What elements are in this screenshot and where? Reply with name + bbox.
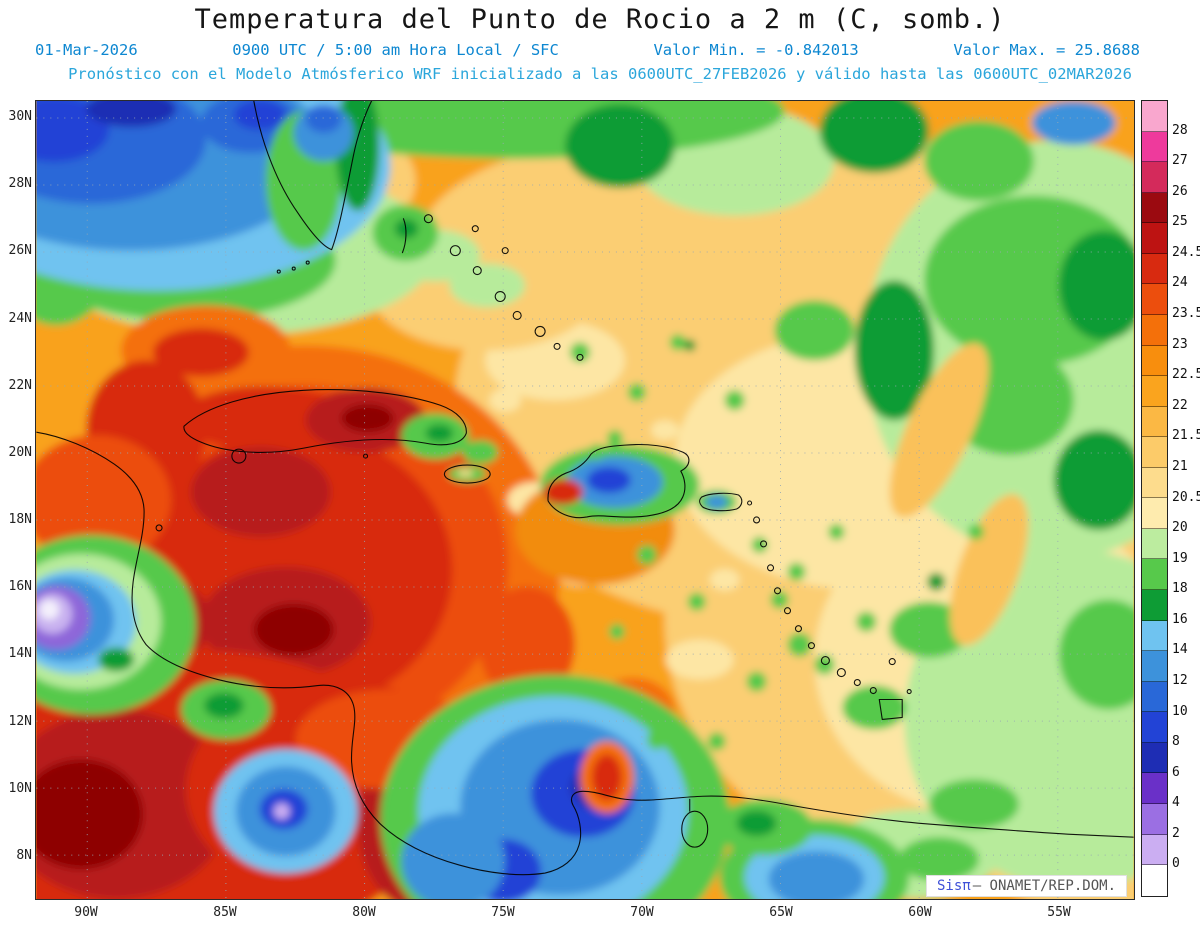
coast-hispaniola [547, 443, 690, 519]
colorbar-label: 20 [1172, 520, 1188, 536]
watermark: Sisπ – ONAMET/REP.DOM. [925, 875, 1127, 897]
run-info-line: 01-Mar-2026 0900 UTC / 5:00 am Hora Loca… [35, 41, 1140, 59]
colorbar-label: 14 [1172, 642, 1188, 658]
colorbar-label: 23 [1172, 336, 1188, 352]
colorbar-label: 12 [1172, 672, 1188, 688]
lat-tick-label: 24N [8, 310, 32, 326]
lat-tick-label: 16N [8, 579, 32, 595]
colorbar-label: 8 [1172, 734, 1180, 750]
grid-lines [36, 101, 1134, 899]
lat-tick-label: 8N [16, 848, 32, 863]
colorbar-label: 22.5 [1172, 367, 1200, 383]
lat-tick-label: 22N [8, 377, 32, 393]
lon-tick-label: 75W [491, 905, 515, 920]
colorbar-segment [1142, 406, 1167, 438]
colorbar-label: 26 [1172, 183, 1188, 199]
coast-bahamas [401, 218, 407, 254]
colorbar-segment [1142, 712, 1167, 743]
colorbar-label: 2 [1172, 825, 1180, 841]
colorbar-segment [1142, 590, 1167, 621]
colorbar-segment [1142, 192, 1167, 224]
colorbar-label: 24 [1172, 275, 1188, 291]
lon-tick-label: 65W [769, 905, 793, 920]
colorbar-label: 18 [1172, 581, 1188, 597]
lat-tick-label: 14N [8, 646, 32, 662]
lon-tick-label: 60W [908, 905, 932, 920]
map-canvas: Sisπ – ONAMET/REP.DOM. [35, 100, 1135, 900]
colorbar-segment [1142, 681, 1167, 713]
page-title: Temperatura del Punto de Rocio a 2 m (C,… [194, 4, 1006, 35]
colorbar-segment [1142, 376, 1167, 407]
colorbar-label: 6 [1172, 764, 1180, 780]
colorbar-segment [1142, 742, 1167, 774]
lat-tick-label: 18N [8, 512, 32, 528]
colorbar-segment [1142, 131, 1167, 163]
colorbar-label: 10 [1172, 703, 1188, 719]
colorbar-segment [1142, 865, 1167, 896]
colorbar-label: 19 [1172, 550, 1188, 566]
colorbar [1141, 100, 1168, 897]
coast-puerto-rico [699, 492, 743, 512]
watermark-brand: Sisπ [936, 878, 971, 894]
colorbar-segment [1142, 803, 1167, 835]
coast-trinidad [878, 698, 903, 720]
coastlines [36, 101, 1134, 876]
colorbar-segment [1142, 101, 1167, 132]
contour-map-svg [36, 101, 1134, 899]
coast-central-america [36, 431, 1134, 876]
colorbar-segment [1142, 223, 1167, 254]
lon-tick-label: 55W [1047, 905, 1071, 920]
colorbar-label: 4 [1172, 795, 1180, 811]
colorbar-label: 25 [1172, 214, 1188, 230]
colorbar-label: 22 [1172, 397, 1188, 413]
colorbar-segment [1142, 528, 1167, 560]
min-value-label: Valor Min. = -0.842013 [653, 41, 859, 59]
colorbar-label: 21.5 [1172, 428, 1200, 444]
lat-tick-label: 10N [8, 780, 32, 796]
colorbar-segment [1142, 345, 1167, 377]
lat-tick-label: 20N [8, 444, 32, 460]
coast-florida [253, 101, 373, 251]
colorbar-segment [1142, 498, 1167, 529]
lon-tick-label: 80W [352, 905, 376, 920]
max-value-label: Valor Max. = 25.8688 [953, 41, 1140, 59]
run-date: 01-Mar-2026 [35, 41, 138, 59]
coast-cuba [183, 389, 467, 453]
colorbar-segment [1142, 314, 1167, 346]
run-time: 0900 UTC / 5:00 am Hora Local / SFC [232, 41, 559, 59]
lat-tick-label: 26N [8, 243, 32, 259]
colorbar-label: 27 [1172, 153, 1188, 169]
coast-jamaica [443, 464, 491, 484]
colorbar-label: 23.5 [1172, 306, 1200, 322]
colorbar-label: 20.5 [1172, 489, 1200, 505]
colorbar-segment [1142, 437, 1167, 468]
colorbar-label: 24.5 [1172, 244, 1200, 260]
lon-tick-label: 90W [74, 905, 98, 920]
colorbar-segment [1142, 620, 1167, 652]
lake-maracaibo [681, 810, 709, 848]
lat-tick-label: 30N [8, 109, 32, 124]
colorbar-segment [1142, 162, 1167, 193]
watermark-text: – ONAMET/REP.DOM. [972, 878, 1116, 894]
lon-tick-label: 70W [630, 905, 654, 920]
colorbar-label: 21 [1172, 458, 1188, 474]
lon-tick-label: 85W [213, 905, 237, 920]
lat-tick-label: 12N [8, 713, 32, 729]
lat-tick-label: 28N [8, 176, 32, 192]
colorbar-segment [1142, 284, 1167, 315]
colorbar-segment [1142, 559, 1167, 590]
colorbar-label: 28 [1172, 122, 1188, 138]
colorbar-segment [1142, 467, 1167, 499]
forecast-line: Pronóstico con el Modelo Atmósferico WRF… [68, 65, 1132, 83]
colorbar-segment [1142, 773, 1167, 804]
colorbar-segment [1142, 253, 1167, 285]
colorbar-label: 0 [1172, 856, 1180, 872]
colorbar-segment [1142, 834, 1167, 866]
colorbar-segment [1142, 651, 1167, 682]
contour-fill-layer [36, 101, 1134, 899]
colorbar-label: 16 [1172, 611, 1188, 627]
